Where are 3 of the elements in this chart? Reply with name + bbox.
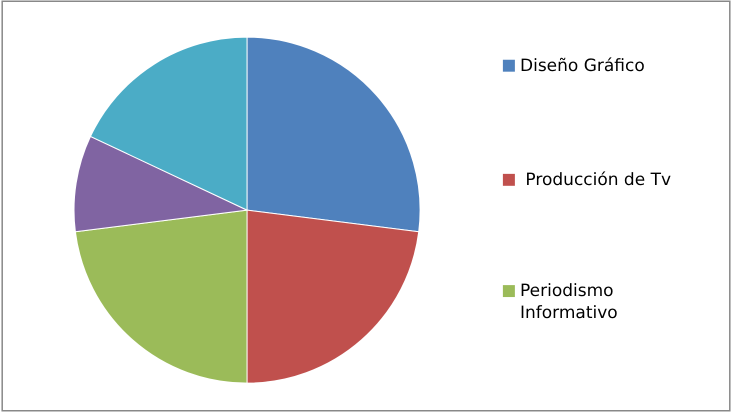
legend-label: Periodismo Informativo: [520, 281, 618, 324]
legend-label: Producción de Tv: [520, 170, 672, 190]
legend-label: Diseño Gráfico: [520, 56, 645, 76]
